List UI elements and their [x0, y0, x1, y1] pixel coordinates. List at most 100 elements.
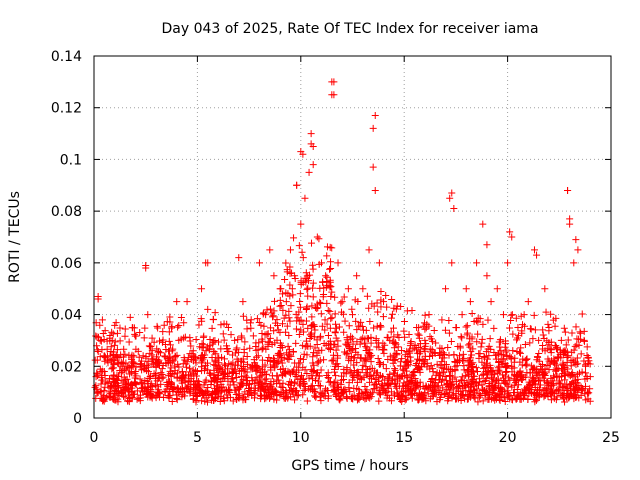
data-point	[299, 378, 307, 386]
data-point	[496, 396, 504, 404]
data-point	[92, 382, 100, 390]
data-point	[444, 343, 452, 351]
data-point	[450, 351, 458, 359]
data-point	[348, 334, 356, 342]
data-point	[92, 332, 100, 340]
data-point	[284, 380, 292, 388]
data-point	[444, 397, 452, 405]
y-tick-label: 0.14	[51, 49, 82, 65]
data-point	[100, 387, 108, 395]
data-point	[117, 387, 125, 395]
data-point	[98, 376, 106, 384]
data-point	[414, 355, 422, 363]
data-point	[186, 334, 194, 342]
data-point	[110, 357, 118, 365]
data-point	[566, 387, 574, 395]
data-point	[423, 320, 431, 328]
data-point	[383, 303, 391, 311]
data-point	[259, 337, 267, 345]
data-point	[510, 358, 518, 366]
data-point	[136, 328, 144, 336]
data-point	[535, 336, 543, 344]
data-point	[356, 354, 364, 362]
data-point	[379, 313, 387, 321]
data-point	[152, 392, 160, 400]
data-point	[426, 395, 434, 403]
data-point	[347, 347, 355, 355]
data-point	[398, 347, 406, 355]
data-point	[459, 350, 467, 358]
data-point	[276, 339, 284, 347]
data-point	[98, 316, 106, 324]
data-point	[397, 372, 405, 380]
data-point	[253, 315, 261, 323]
data-point	[218, 366, 226, 374]
data-point	[557, 336, 565, 344]
data-point	[195, 321, 203, 329]
data-point	[140, 334, 148, 342]
data-point	[148, 334, 156, 342]
data-point	[400, 327, 408, 335]
data-point	[542, 308, 550, 316]
data-point	[375, 259, 383, 267]
data-point	[501, 379, 509, 387]
data-point	[98, 346, 106, 354]
data-point	[473, 259, 481, 267]
data-point	[327, 258, 335, 266]
data-point	[508, 233, 516, 241]
data-point	[535, 349, 543, 357]
data-point	[299, 363, 307, 371]
data-point	[475, 375, 483, 383]
data-point	[528, 373, 536, 381]
data-point	[468, 367, 476, 375]
data-point	[481, 354, 489, 362]
data-point	[362, 389, 370, 397]
data-point	[287, 386, 295, 394]
data-point	[303, 285, 311, 293]
data-point	[321, 392, 329, 400]
data-point	[159, 336, 167, 344]
data-point	[516, 367, 524, 375]
data-point	[206, 336, 214, 344]
data-point	[311, 304, 319, 312]
data-point	[243, 325, 251, 333]
data-point	[340, 328, 348, 336]
data-point	[353, 396, 361, 404]
data-point	[229, 359, 237, 367]
data-point	[345, 384, 353, 392]
data-point	[452, 390, 460, 398]
data-point	[309, 375, 317, 383]
data-point	[355, 386, 363, 394]
data-point	[327, 265, 335, 273]
data-point	[484, 363, 492, 371]
data-point	[166, 391, 174, 399]
data-point	[428, 382, 436, 390]
data-point	[308, 382, 316, 390]
data-point	[209, 316, 217, 324]
data-point	[231, 349, 239, 357]
data-point	[390, 369, 398, 377]
data-point	[524, 298, 532, 306]
data-point	[100, 397, 108, 405]
data-point	[310, 385, 318, 393]
data-point	[296, 355, 304, 363]
data-point	[283, 355, 291, 363]
data-point	[223, 369, 231, 377]
data-point	[145, 342, 153, 350]
data-point	[518, 327, 526, 335]
data-point	[565, 392, 573, 400]
data-point	[263, 306, 271, 314]
data-point	[519, 355, 527, 363]
data-point	[286, 317, 294, 325]
data-point	[362, 356, 370, 364]
data-point	[113, 329, 121, 337]
data-point	[311, 344, 319, 352]
data-point	[409, 344, 417, 352]
data-point	[220, 371, 228, 379]
data-point	[351, 354, 359, 362]
data-point	[407, 357, 415, 365]
data-point	[171, 352, 179, 360]
data-point	[159, 328, 167, 336]
data-point	[175, 363, 183, 371]
data-point	[189, 395, 197, 403]
